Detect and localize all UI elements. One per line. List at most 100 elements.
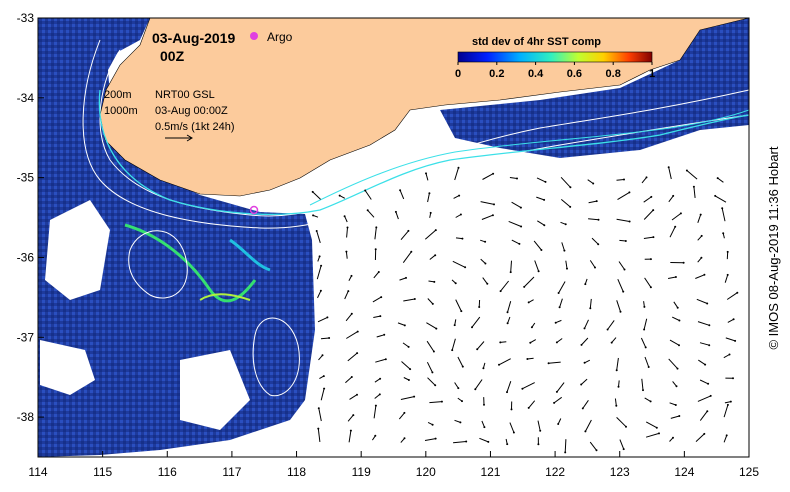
current-arrow [559, 298, 563, 308]
current-arrow [668, 195, 674, 203]
current-arrow [580, 378, 588, 385]
current-arrow [645, 432, 660, 438]
current-arrow [344, 215, 348, 223]
current-arrow-head [726, 273, 729, 276]
current-arrow [584, 319, 589, 329]
y-tick-label: -34 [17, 91, 35, 105]
current-arrow-head [736, 291, 739, 294]
current-arrow-head [558, 306, 561, 309]
current-arrow [533, 240, 542, 251]
current-arrow [644, 397, 651, 402]
current-arrow-head [410, 250, 413, 253]
x-tick-label: 115 [93, 465, 112, 479]
current-arrow [508, 220, 522, 227]
current-arrow-head [623, 178, 625, 181]
current-arrow [553, 396, 562, 404]
current-arrow-head [564, 451, 567, 454]
current-arrow-head [622, 448, 625, 451]
current-arrow-head [434, 229, 437, 232]
current-arrow-head [543, 224, 546, 227]
current-arrow-head [553, 401, 556, 404]
current-arrow [699, 410, 708, 421]
current-arrow-head [409, 368, 412, 371]
current-arrow-head [674, 225, 677, 228]
current-arrow-head [413, 298, 416, 300]
current-arrow [523, 276, 535, 288]
current-arrow [509, 422, 515, 433]
current-arrow [455, 237, 463, 240]
current-arrow [616, 357, 619, 371]
current-arrow-head [461, 237, 464, 240]
current-arrow-head [699, 213, 702, 216]
current-arrow-head [317, 427, 320, 430]
current-arrow-head [498, 363, 500, 366]
x-axis: 114 115 116 117 118 119 120 121 122 123 124 125 [28, 451, 759, 479]
current-arrow [453, 441, 467, 444]
current-arrow-head [403, 324, 406, 327]
current-arrow-head [729, 400, 732, 403]
current-arrow-head [379, 377, 382, 380]
current-arrow [320, 388, 325, 401]
contour-1000m [82, 39, 749, 229]
current-arrow-head [725, 434, 728, 437]
current-arrow-head [518, 242, 521, 245]
current-arrow [669, 402, 676, 406]
x-tick-label: 122 [545, 465, 565, 479]
current-arrow-head [491, 214, 494, 217]
current-arrow-head [413, 395, 416, 398]
current-arrow [644, 356, 650, 368]
current-arrow-head [482, 367, 485, 370]
x-tick-label: 118 [287, 465, 306, 479]
current-arrow [346, 331, 358, 339]
current-arrow-head [464, 266, 467, 269]
sst-high-streak-3 [229, 238, 271, 272]
current-arrow-head [431, 302, 434, 305]
current-arrow [453, 195, 460, 199]
current-arrow [507, 301, 512, 313]
current-arrow-head [320, 264, 323, 267]
current-arrow-head [622, 290, 625, 293]
current-arrow-head [706, 410, 709, 413]
current-arrow [374, 394, 381, 399]
x-tick-label: 121 [480, 465, 500, 479]
current-arrow [589, 441, 597, 451]
current-arrow [534, 260, 540, 272]
current-arrow [454, 419, 461, 423]
current-arrow-head [356, 393, 358, 396]
current-arrow [537, 220, 545, 226]
current-arrow-head [454, 282, 457, 285]
current-arrow [476, 341, 485, 350]
colorbar [457, 51, 653, 63]
current-arrow [699, 342, 710, 346]
current-arrow [643, 236, 654, 239]
current-arrow-head [317, 407, 320, 410]
current-arrow [557, 418, 562, 425]
current-arrow [537, 420, 541, 431]
current-arrow [723, 354, 730, 359]
current-arrow-head [315, 230, 318, 232]
current-arrow-head [678, 415, 681, 417]
current-arrow [669, 226, 676, 238]
current-arrow-head [378, 393, 381, 396]
colorbar-tick-label: 0.4 [528, 68, 544, 80]
y-tick-label: -38 [17, 410, 35, 424]
current-arrow [424, 438, 436, 441]
current-arrow-head [628, 191, 631, 194]
x-tick-label: 116 [158, 465, 177, 479]
current-arrow [482, 173, 494, 180]
current-arrow [373, 271, 380, 279]
current-arrow [345, 313, 353, 322]
current-arrow-head [465, 440, 468, 443]
current-arrow-head [460, 310, 463, 313]
argo-float-marker [249, 205, 259, 215]
current-arrow-head [323, 387, 326, 390]
current-arrow-head [700, 256, 703, 259]
colorbar-ticks: 0 0.2 0.4 0.6 0.8 1 [455, 62, 655, 80]
current-arrow [723, 435, 728, 443]
current-arrow [724, 274, 729, 283]
current-arrow-head [658, 432, 660, 435]
current-arrow [317, 290, 322, 299]
y-tick-label: -37 [17, 330, 35, 344]
current-arrow [425, 173, 429, 181]
current-arrow-head [732, 318, 735, 321]
